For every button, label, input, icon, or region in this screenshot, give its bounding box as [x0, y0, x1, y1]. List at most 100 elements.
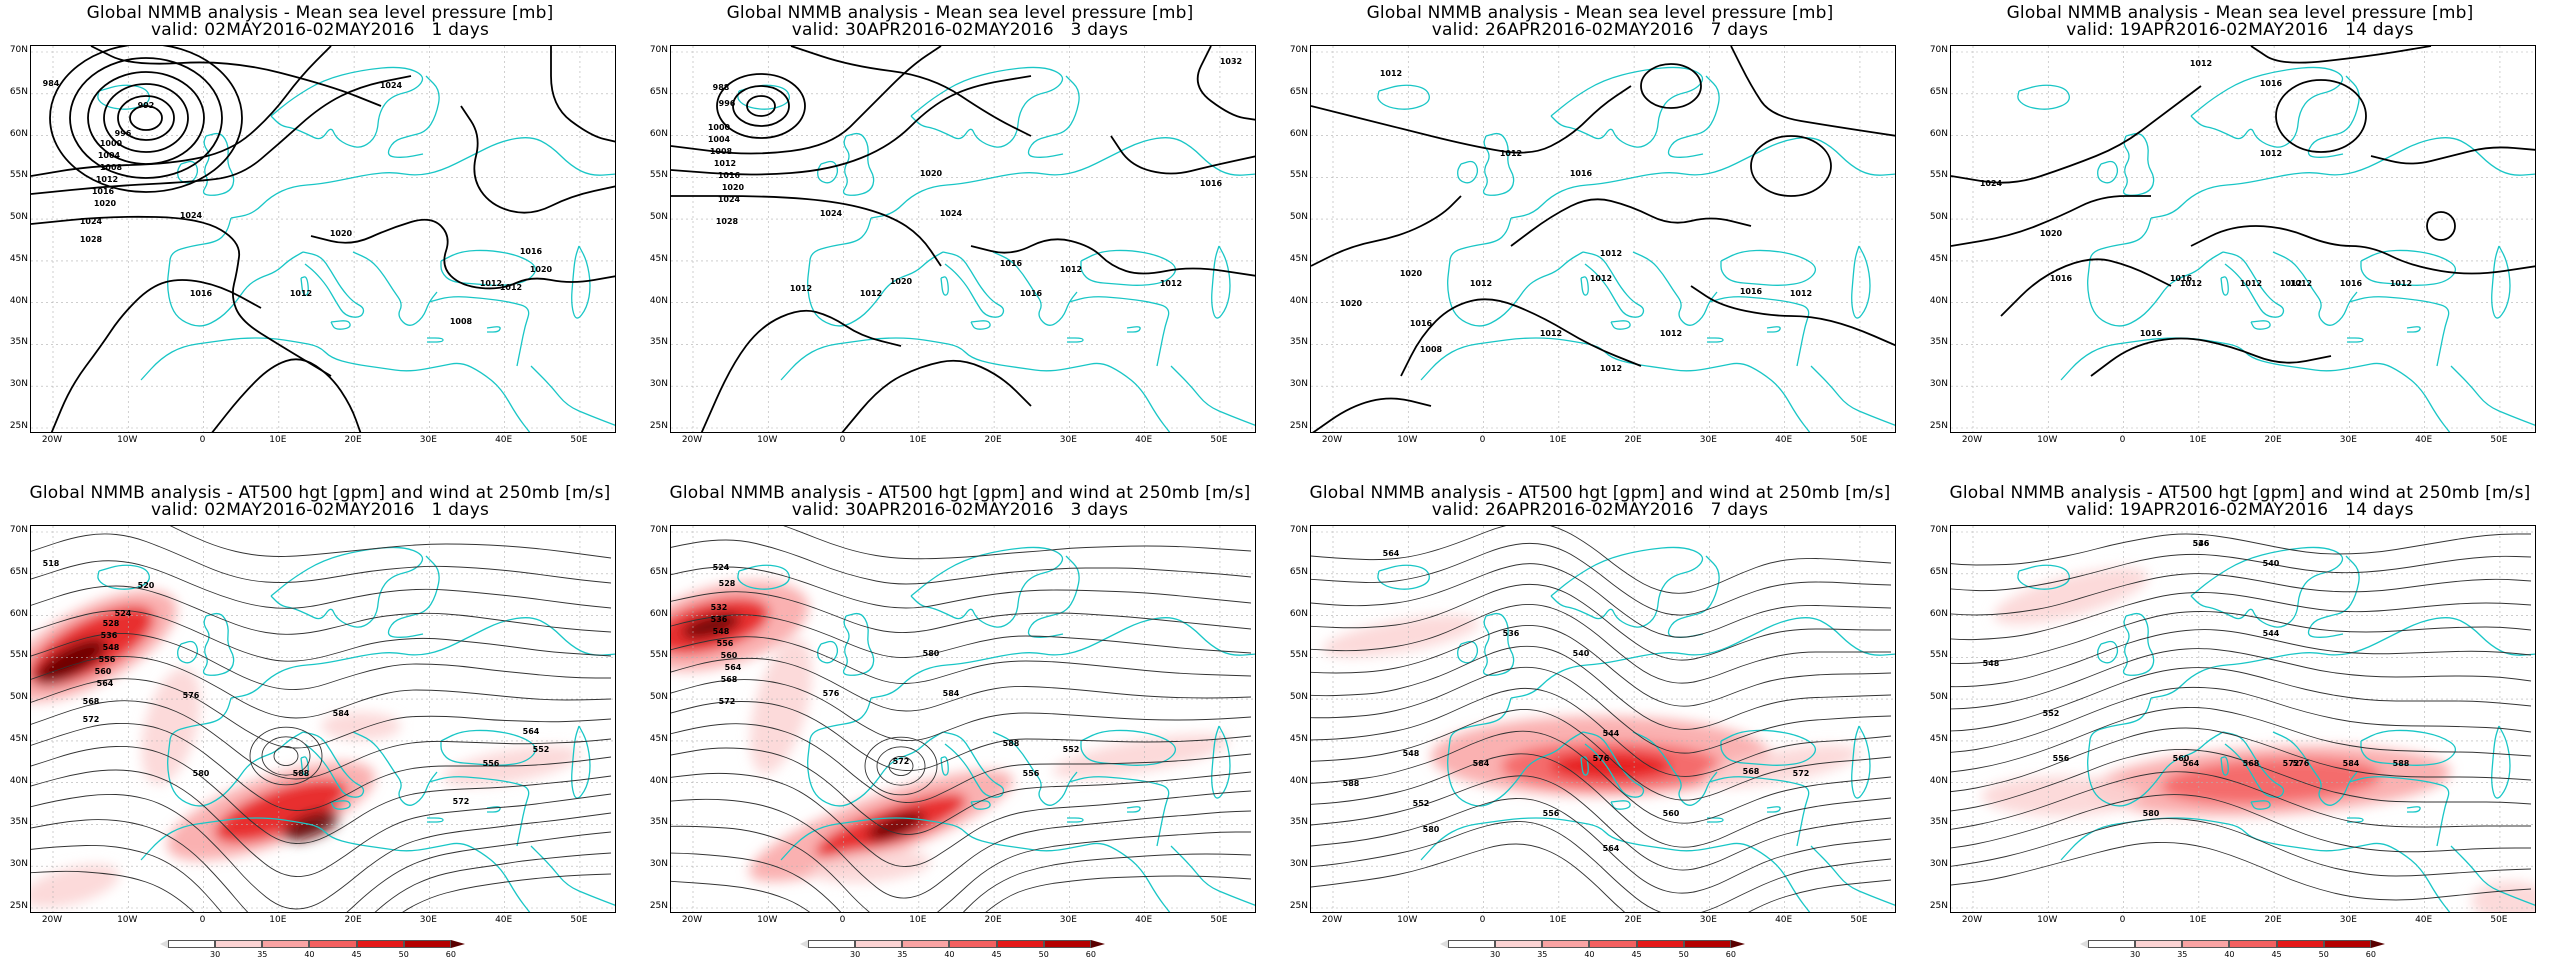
geopotential-contour	[273, 745, 299, 767]
latitude-tick-label: 70N	[1929, 525, 1948, 535]
latitude-tick-label: 40N	[649, 295, 668, 306]
contour-value-label: 584	[2343, 759, 2360, 768]
geopotential-contour	[1311, 775, 1892, 871]
coastline	[2150, 617, 2535, 699]
longitude-tick-label: 20E	[984, 435, 1002, 445]
panel-valid-date: valid: 19APR2016-02MAY2016 14 days	[2066, 20, 2414, 40]
coastline	[2491, 725, 2511, 799]
geopotential-contour	[1951, 841, 2532, 901]
latitude-tick-label: 45N	[1929, 253, 1948, 264]
longitude-tick-label: 20W	[681, 435, 703, 445]
coastline	[1707, 337, 1724, 343]
latitude-tick-label: 40N	[9, 295, 28, 306]
colorbar-segment	[808, 940, 856, 948]
geopotential-contour	[671, 747, 1252, 835]
contour-value-label: 580	[2143, 809, 2160, 818]
coastline	[1420, 337, 1811, 432]
contour-value-label: 1012	[2390, 279, 2412, 288]
longitude-tick-label: 30E	[2339, 435, 2357, 445]
coastline	[571, 725, 591, 799]
contour-value-label: 1016	[1200, 179, 1223, 188]
coastline	[940, 756, 949, 776]
latitude-tick-label: 35N	[1929, 337, 1948, 348]
coastline	[2250, 320, 2271, 330]
coastline	[2307, 555, 2360, 638]
isobar-contour	[2426, 211, 2456, 241]
longitude-tick-label: 10W	[1397, 915, 1418, 925]
contour-value-label: 564	[523, 727, 540, 736]
isobar-contour	[460, 105, 615, 214]
coastline	[1708, 296, 1810, 367]
contour-value-label: 1012	[714, 159, 736, 168]
coastline	[1126, 806, 1141, 813]
contour-value-label: 568	[721, 675, 738, 684]
panel-valid-date: valid: 02MAY2016-02MAY2016 1 days	[150, 500, 490, 520]
isobar-contour	[790, 46, 1032, 137]
panel-title: Global NMMB analysis - Mean sea level pr…	[86, 3, 554, 23]
coastline	[440, 249, 537, 286]
wind-speed-colorbar	[160, 940, 490, 948]
map-frame: 536 540 544 548 552 556 560 564 568 572 576 580 584 5…	[1950, 525, 2536, 913]
longitude-tick-label: 10E	[269, 435, 287, 445]
geopotential-contour	[671, 701, 1252, 771]
isobar-contour	[1951, 195, 2151, 247]
latitude-tick-label: 45N	[9, 733, 28, 744]
contour-value-label: 1012	[1790, 289, 1812, 298]
latitude-tick-label: 55N	[1289, 170, 1308, 181]
contour-value-label: 560	[2173, 754, 2190, 763]
map-panel: Global NMMB analysis - AT500 hgt [gpm] a…	[1280, 480, 1920, 960]
colorbar-segment	[1448, 940, 1496, 948]
isobar-contour	[1400, 298, 1642, 377]
coastline	[1766, 326, 1781, 333]
wind-speed-colorbar	[800, 940, 1130, 948]
coastline	[1610, 800, 1631, 810]
colorbar-segment	[168, 940, 216, 948]
map-panel: Global NMMB analysis - AT500 hgt [gpm] a…	[640, 480, 1280, 960]
longitude-tick-label: 50E	[570, 435, 588, 445]
geopotential-contour	[1951, 667, 2532, 732]
coastline	[387, 555, 440, 638]
latitude-tick-label: 25N	[1929, 901, 1948, 911]
coastline	[2122, 132, 2155, 196]
contour-value-label: 584	[943, 689, 960, 698]
contour-value-label: 546	[2193, 539, 2210, 548]
coastline	[817, 160, 839, 184]
coastline	[1457, 160, 1479, 184]
wind-speed-shading	[321, 712, 401, 740]
contour-value-label: 572	[2283, 759, 2300, 768]
contour-value-label: 1008	[100, 163, 123, 172]
isobar-contour	[1690, 285, 1895, 347]
contour-value-label: 568	[1743, 767, 1760, 776]
contour-value-label: 518	[43, 559, 60, 568]
isobar-contour	[90, 46, 382, 107]
contour-value-label: 1012	[860, 289, 882, 298]
contour-value-label: 996	[115, 129, 132, 138]
longitude-tick-label: 20W	[1961, 915, 1983, 925]
isobar-contour	[746, 95, 776, 117]
map-panel: Global NMMB analysis - Mean sea level pr…	[0, 0, 640, 480]
map-frame: 1012 1016 1012 1024 1020 1016 1016 1012 1012 1012…	[1950, 45, 2536, 433]
latitude-tick-label: 50N	[649, 212, 668, 223]
coastline	[230, 617, 615, 699]
colorbar-tick-label: 50	[1038, 950, 1049, 959]
geopotential-contour	[1311, 645, 1892, 730]
isobar-contour	[1311, 195, 1462, 267]
coastline	[1580, 276, 1589, 296]
contour-value-label: 1012	[96, 175, 118, 184]
colorbar-segment	[262, 940, 310, 948]
coastline	[780, 817, 1171, 912]
map-frame: 1012 1012 1016 1012 1020 1016 1012 1012 1012 1016…	[1310, 45, 1896, 433]
contour-value-label: 1012	[2280, 279, 2302, 288]
colorbar-tick-label: 45	[1631, 950, 1642, 959]
contour-value-label: 524	[713, 563, 730, 572]
coastline	[2272, 731, 2358, 806]
wind-speed-shading	[282, 810, 340, 842]
latitude-tick-label: 60N	[1289, 608, 1308, 619]
coastline	[427, 337, 444, 343]
latitude-tick-label: 25N	[1289, 421, 1308, 431]
geopotential-contour	[31, 560, 612, 609]
contour-value-label: 584	[333, 709, 350, 718]
coastline	[2347, 817, 2364, 823]
coastline	[1582, 731, 1645, 798]
